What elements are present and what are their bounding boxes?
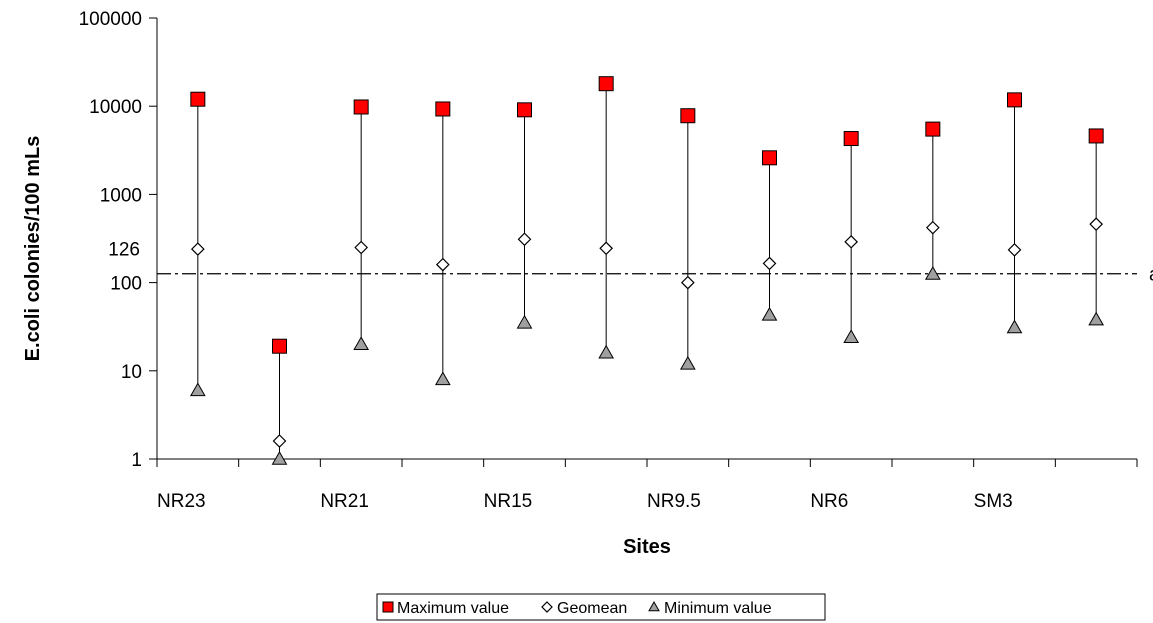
whiskers — [197, 83, 1097, 459]
geomean-marker — [762, 256, 777, 271]
y-tick-label: 10000 — [89, 97, 142, 118]
maximum-marker — [190, 91, 206, 107]
geomean-marker — [925, 220, 940, 235]
geomean-marker — [844, 234, 859, 249]
reference-line-group: 126 a — [108, 240, 1153, 286]
geomean-marker — [354, 240, 369, 255]
x-tick-label: NR9.5 — [647, 491, 701, 512]
labels: 1 10 100 1000 10000 100000 NR23 NR21 NR15 NR9.5 NR… — [22, 9, 1013, 558]
y-tick-label: 100000 — [79, 9, 142, 30]
maximum-marker — [762, 150, 777, 166]
maximum-marker — [353, 99, 369, 115]
minimum-marker — [679, 355, 696, 370]
minimum-marker — [1006, 319, 1023, 334]
geomean-marker — [1089, 217, 1104, 231]
x-tick-label: NR6 — [810, 491, 848, 512]
maximum-marker — [598, 76, 614, 92]
legend-minimum-label: Minimum value — [664, 600, 772, 617]
maximum-marker — [843, 131, 859, 147]
markers — [189, 76, 1105, 465]
geomean-marker — [272, 434, 287, 448]
legend-maximum-marker — [382, 601, 394, 613]
maximum-marker — [517, 102, 532, 118]
geomean-marker — [1007, 243, 1022, 257]
axes — [149, 17, 1138, 467]
legend-geomean-marker — [541, 601, 553, 613]
legend-geomean-label: Geomean — [557, 600, 627, 617]
x-tick-label: NR21 — [320, 491, 369, 512]
geomean-marker — [517, 232, 532, 247]
minimum-marker — [598, 344, 615, 359]
geomean-marker — [680, 275, 695, 290]
maximum-marker — [1007, 92, 1022, 108]
geomean-marker — [435, 257, 450, 272]
legend-minimum-marker — [648, 600, 660, 612]
y-tick-label: 1 — [131, 450, 142, 471]
minimum-marker — [924, 266, 941, 280]
minimum-marker — [516, 314, 533, 329]
minimum-marker — [843, 329, 860, 344]
legend-box — [376, 593, 826, 621]
geomean-marker — [190, 242, 205, 256]
maximum-marker — [1088, 128, 1104, 144]
maximum-marker — [680, 108, 696, 124]
x-tick-label: SM3 — [974, 491, 1013, 512]
legend-maximum-label: Maximum value — [397, 600, 509, 617]
minimum-marker — [189, 382, 206, 397]
maximum-marker — [435, 101, 451, 117]
x-tick-label: NR23 — [157, 491, 206, 512]
reference-line-label: a — [1149, 265, 1153, 286]
minimum-marker — [353, 336, 370, 350]
reference-value-label: 126 — [108, 240, 140, 261]
y-tick-label: 10 — [121, 362, 142, 383]
minimum-marker — [434, 371, 451, 386]
maximum-marker — [925, 121, 941, 137]
geomean-marker — [599, 241, 614, 256]
legend: Maximum value Geomean Minimum value — [376, 593, 826, 621]
y-tick-label: 100 — [110, 274, 142, 295]
x-axis-title: Sites — [623, 536, 671, 558]
x-tick-label: NR15 — [484, 491, 533, 512]
minimum-marker — [1088, 311, 1105, 326]
y-tick-label: 1000 — [100, 185, 142, 206]
y-axis-title: E.coli colonies/100 mLs — [22, 136, 44, 362]
minimum-marker — [271, 450, 288, 465]
minimum-marker — [761, 306, 778, 321]
maximum-marker — [272, 338, 287, 354]
